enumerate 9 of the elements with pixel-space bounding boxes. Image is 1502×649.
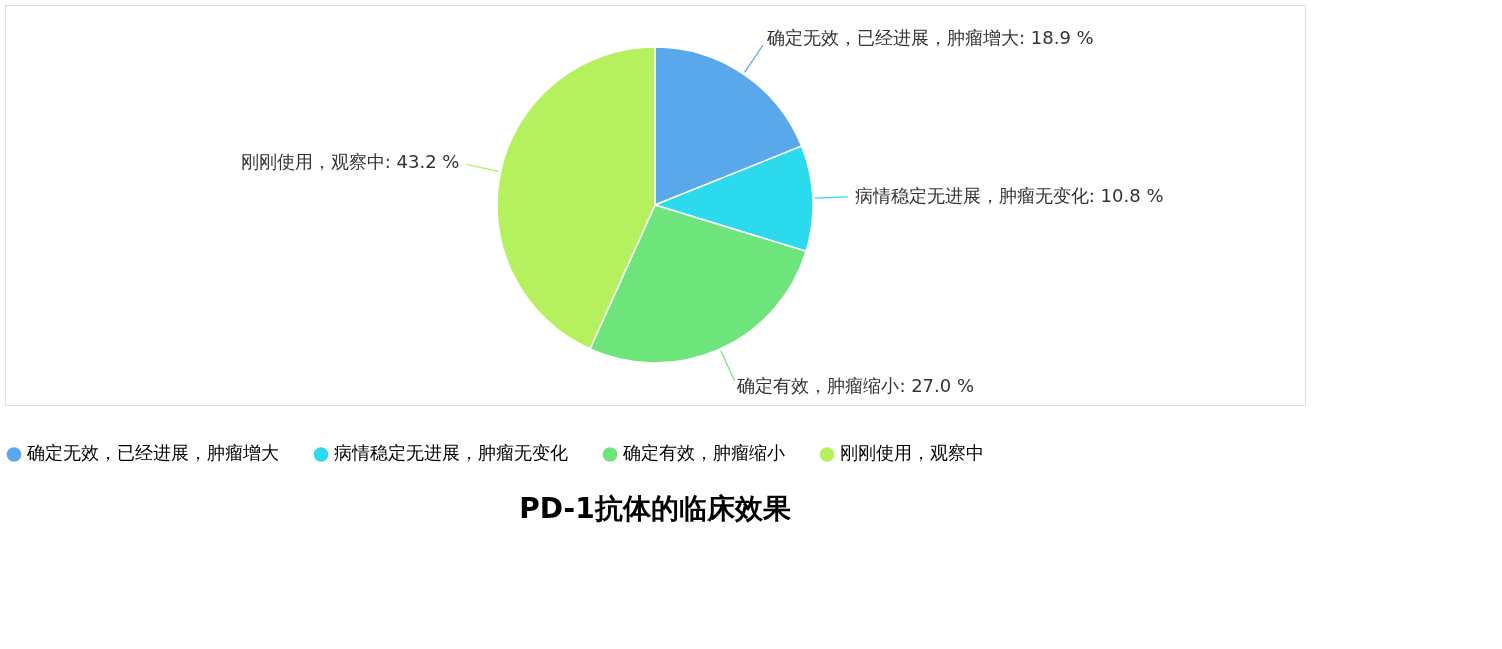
legend-label: 确定有效，肿瘤缩小 <box>622 442 785 464</box>
data-label: 刚刚使用，观察中: 43.2 % <box>240 150 460 172</box>
text: PD-1抗体的临床效果 <box>519 492 791 525</box>
data-label: 确定无效，已经进展，肿瘤增大: 18.9 % <box>765 27 1094 49</box>
data-label: 病情稳定无进展，肿瘤无变化: 10.8 % <box>854 184 1164 206</box>
legend-label: 确定无效，已经进展，肿瘤增大 <box>26 442 279 464</box>
data-label: 确定有效，肿瘤缩小: 27.0 % <box>736 375 975 397</box>
legend-label: 刚刚使用，观察中 <box>840 442 984 464</box>
legend-label: 病情稳定无进展，肿瘤无变化 <box>334 442 568 464</box>
